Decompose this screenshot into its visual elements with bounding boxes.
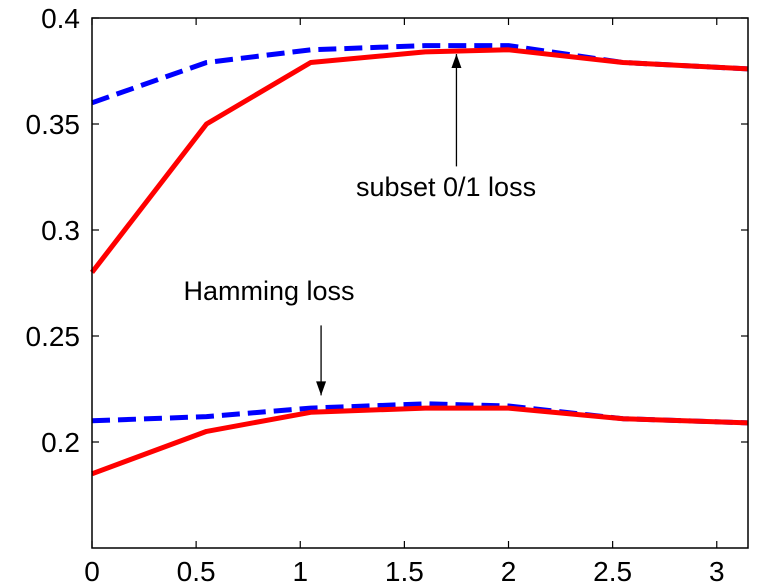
annotation-arrow-head bbox=[451, 54, 462, 69]
y-tick-label: 0.25 bbox=[26, 321, 81, 352]
x-tick-label: 1 bbox=[292, 556, 308, 587]
y-tick-label: 0.2 bbox=[41, 427, 80, 458]
x-tick-label: 2.5 bbox=[593, 556, 632, 587]
tick-layer: 0 0.5 1 1.5 2 2.5 3 0.2 0.25 0.3 0.35 0.4 bbox=[26, 3, 748, 587]
annotation-label-1: subset 0/1 loss bbox=[356, 172, 536, 202]
series-line-4 bbox=[91, 405, 749, 477]
x-tick-label: 2 bbox=[501, 556, 517, 587]
y-tick-label: 0.4 bbox=[41, 3, 80, 34]
x-tick-label: 3 bbox=[709, 556, 725, 587]
y-tick-label: 0.3 bbox=[41, 215, 80, 246]
series-line-2 bbox=[90, 47, 749, 274]
x-tick-label: 1.5 bbox=[385, 556, 424, 587]
y-tick-label: 0.35 bbox=[26, 109, 81, 140]
x-tick-label: 0 bbox=[84, 556, 100, 587]
annotation-layer: subset 0/1 loss Hamming loss bbox=[183, 54, 536, 396]
annotation-arrow-head bbox=[316, 381, 327, 396]
x-tick-label: 0.5 bbox=[177, 556, 216, 587]
series-layer bbox=[90, 43, 749, 477]
annotation-label-2: Hamming loss bbox=[183, 276, 354, 306]
plot-frame bbox=[91, 17, 749, 549]
series-line-1 bbox=[91, 43, 749, 106]
